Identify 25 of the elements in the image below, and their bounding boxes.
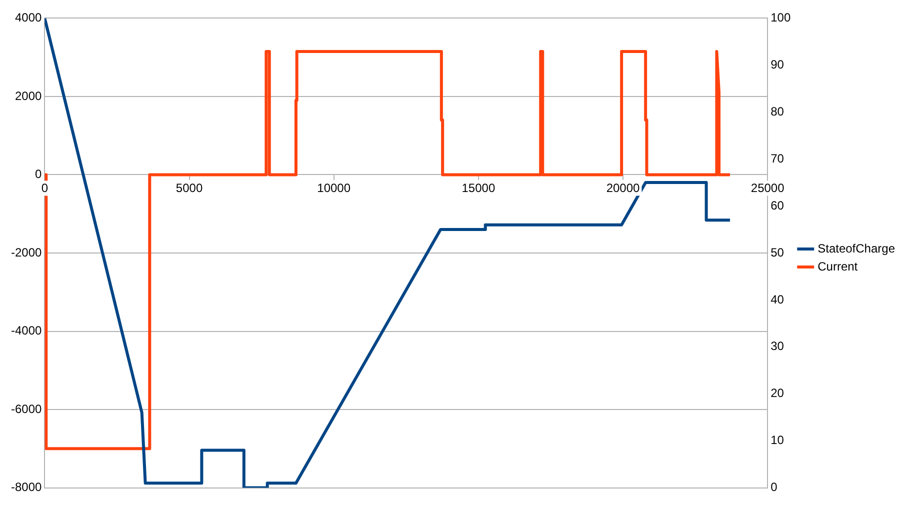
y-tick-label: 4000 xyxy=(14,10,42,25)
y-tick-label: -4000 xyxy=(10,324,42,338)
y2-tick-label: 100 xyxy=(770,10,791,25)
y2-tick-label: 10 xyxy=(770,433,784,448)
y2-tick-label: 80 xyxy=(770,104,784,118)
x-tick-label: 5000 xyxy=(176,181,203,196)
y-tick-label: 0 xyxy=(35,167,42,182)
y-tick-label: -8000 xyxy=(10,480,42,494)
y2-tick-label: 20 xyxy=(770,386,784,400)
y2-tick-label: 70 xyxy=(770,151,784,166)
y-tick-label: 2000 xyxy=(14,88,42,103)
x-tick-label: 20000 xyxy=(606,181,640,196)
y-tick-label: -2000 xyxy=(10,245,42,260)
y2-tick-label: 40 xyxy=(770,292,784,306)
y2-tick-label: 90 xyxy=(770,57,784,72)
y-tick-label: -6000 xyxy=(10,402,42,416)
y2-tick-label: 60 xyxy=(770,198,784,212)
x-tick-label: 25000 xyxy=(750,181,785,196)
y2-tick-label: 0 xyxy=(770,480,778,494)
y2-tick-label: 30 xyxy=(770,339,784,354)
legend-label: Current xyxy=(818,259,858,274)
legend-label: StateofCharge xyxy=(818,241,896,256)
x-tick-label: 10000 xyxy=(317,181,351,196)
x-tick-label: 15000 xyxy=(462,181,496,196)
y2-tick-label: 50 xyxy=(770,245,784,260)
